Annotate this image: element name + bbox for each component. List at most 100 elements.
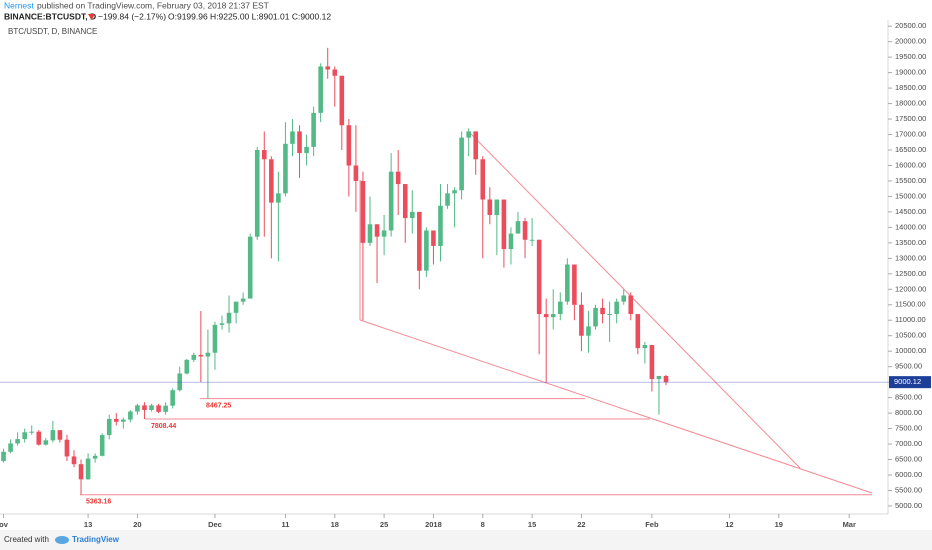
x-tick-label: 25 xyxy=(380,520,388,529)
candle-body xyxy=(290,131,295,144)
y-tick-label: 10000.00 xyxy=(895,346,926,355)
y-tick-label: 11000.00 xyxy=(895,315,926,324)
candle-body xyxy=(212,324,218,353)
candle-body xyxy=(269,159,274,203)
x-tick-label: 20 xyxy=(133,520,141,529)
y-tick-label: 17000.00 xyxy=(895,130,926,139)
candle-body xyxy=(15,439,20,444)
y-tick-label: 11500.00 xyxy=(895,300,926,309)
publisher[interactable]: Nernest xyxy=(4,0,34,10)
candle-body xyxy=(121,419,126,422)
candle-body xyxy=(621,295,627,302)
candle-body xyxy=(325,66,331,70)
x-tick-label: 22 xyxy=(577,520,585,529)
candle-body xyxy=(254,150,260,237)
candle-body xyxy=(332,69,338,76)
x-tick-label: 18 xyxy=(331,520,339,529)
candle-body xyxy=(106,418,112,436)
candle-body xyxy=(600,307,605,315)
candle-body xyxy=(198,354,204,357)
x-tick-label: 11 xyxy=(281,520,289,529)
x-tick-label: Dec xyxy=(208,520,222,529)
candle-body xyxy=(57,430,63,440)
y-tick-label: 7500.00 xyxy=(895,424,922,433)
candle-body xyxy=(276,193,281,203)
y-tick-label: 8000.00 xyxy=(895,408,922,417)
y-tick-label: 14000.00 xyxy=(895,222,926,231)
candle-body xyxy=(113,418,119,422)
candle-body xyxy=(29,431,35,433)
candle-body xyxy=(579,304,584,336)
y-tick-label: 8500.00 xyxy=(895,393,922,402)
candle-body xyxy=(656,375,662,380)
candle-body xyxy=(473,131,479,160)
candle-body xyxy=(99,435,105,456)
candle-body xyxy=(431,230,436,246)
y-tick-label: 15500.00 xyxy=(895,176,926,185)
footer-created: Created with xyxy=(4,535,49,544)
x-tick-label: 12 xyxy=(725,520,733,529)
candle-body xyxy=(572,264,577,305)
candle-body xyxy=(240,298,246,302)
candle-body xyxy=(233,301,239,313)
x-tick-label: 19 xyxy=(775,520,783,529)
price-tag xyxy=(889,376,931,389)
candle-body xyxy=(663,375,669,383)
y-tick-label: 12500.00 xyxy=(895,269,926,278)
y-tick-label: 9500.00 xyxy=(895,362,922,371)
candle-body xyxy=(438,205,443,246)
y-tick-label: 13000.00 xyxy=(895,253,926,262)
candle-body xyxy=(593,307,598,327)
candle-body xyxy=(586,326,591,336)
trend-line xyxy=(469,132,801,469)
published: published on TradingView.com, February 0… xyxy=(37,0,269,10)
level-label: 7808.44 xyxy=(151,423,176,430)
candle-body xyxy=(85,458,91,480)
brand-logo xyxy=(55,536,69,544)
level-label: 8467.25 xyxy=(206,402,231,409)
candle-body xyxy=(64,439,70,457)
x-tick-label: ov xyxy=(0,520,9,529)
candle-body xyxy=(304,146,309,154)
x-tick-label: Mar xyxy=(843,520,856,529)
y-tick-label: 14500.00 xyxy=(895,207,926,216)
candle-body xyxy=(142,405,147,410)
trend-lines xyxy=(359,132,873,494)
candle-body xyxy=(156,405,161,412)
level-label: 5363.16 xyxy=(86,499,111,506)
y-tick-label: 18500.00 xyxy=(895,83,926,92)
candle-body xyxy=(128,411,133,420)
y-tick-label: 5500.00 xyxy=(895,485,922,494)
candle-body xyxy=(459,137,464,191)
candle-body xyxy=(311,112,316,147)
candle-body xyxy=(283,143,288,194)
y-tick-label: 19500.00 xyxy=(895,52,926,61)
y-tick-label: 15000.00 xyxy=(895,191,926,200)
candle-body xyxy=(8,443,13,452)
candle-body xyxy=(339,75,345,126)
candle-body xyxy=(614,301,619,315)
x-tick-label: 2018 xyxy=(425,520,442,529)
y-tick-label: 6500.00 xyxy=(895,455,922,464)
candle-body xyxy=(424,230,429,271)
candle-body xyxy=(191,354,197,360)
y-tick-label: 20000.00 xyxy=(895,37,926,46)
candle-body xyxy=(445,193,450,206)
candle-body xyxy=(374,224,380,237)
candle-body xyxy=(219,323,225,325)
candle-body xyxy=(22,432,27,440)
candle-body xyxy=(36,431,42,445)
candle-body xyxy=(487,199,493,215)
candle-body xyxy=(480,159,486,200)
candle-body xyxy=(395,171,401,185)
candle-body xyxy=(184,359,190,374)
candle-body xyxy=(515,221,521,234)
y-tick-label: 6000.00 xyxy=(895,470,922,479)
candle-body xyxy=(92,455,98,459)
candle-body xyxy=(297,131,302,154)
candle-body xyxy=(452,190,457,194)
footer-brand[interactable]: TradingView xyxy=(72,535,120,544)
x-tick-label: 8 xyxy=(481,520,485,529)
